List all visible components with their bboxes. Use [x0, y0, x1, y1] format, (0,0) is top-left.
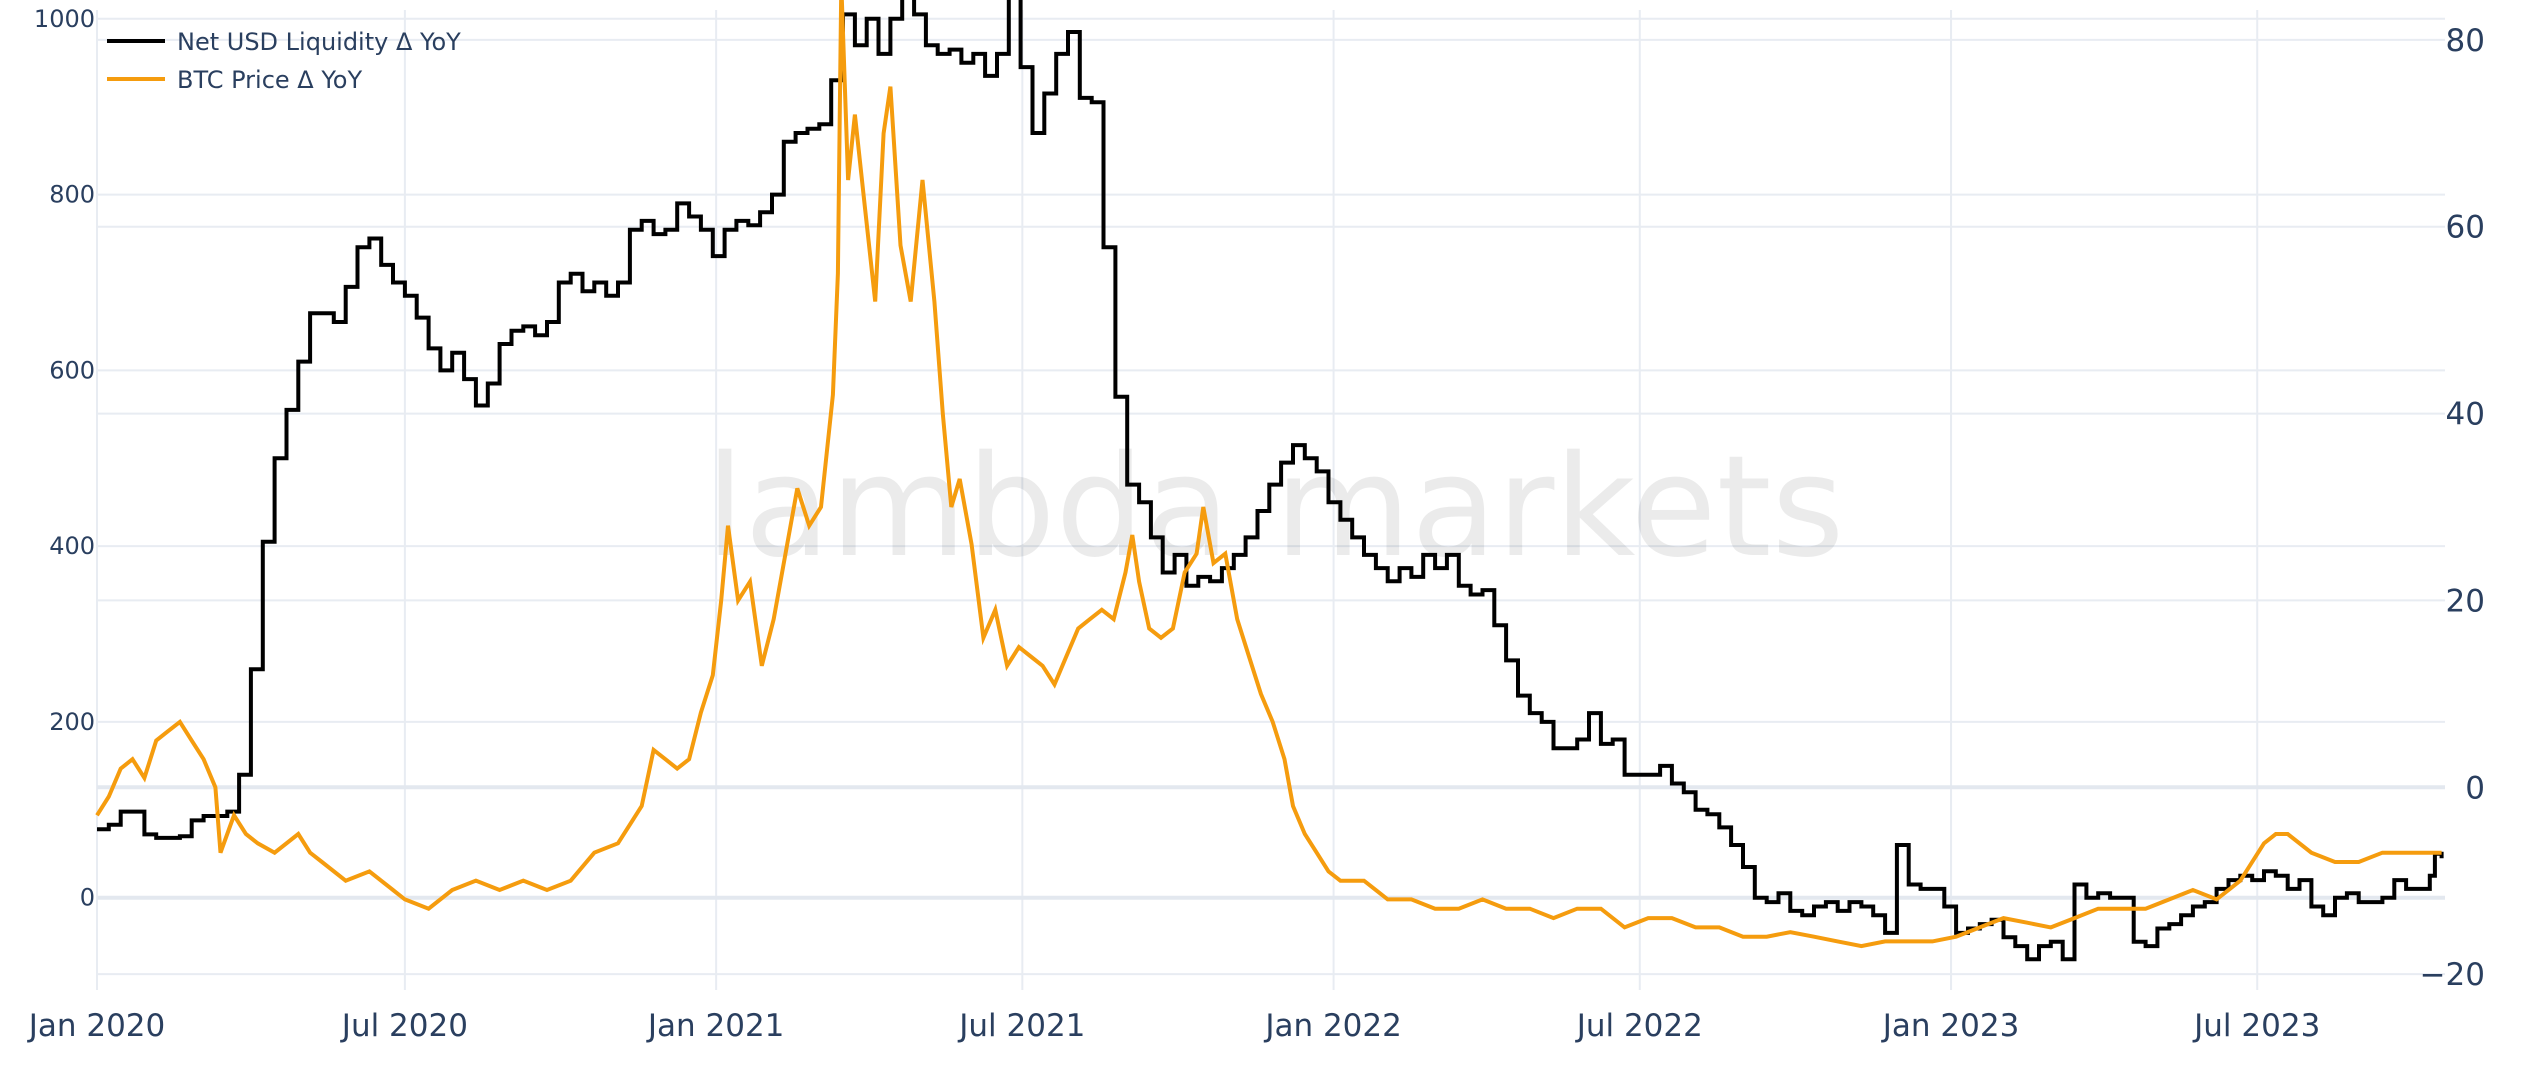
y-right-tick-label: 60	[2446, 210, 2485, 246]
y-right-tick-label: −20	[2420, 957, 2485, 993]
legend-label-net-liquidity: Net USD Liquidity Δ YoY	[177, 28, 461, 56]
y-right-tick-label: 80	[2446, 23, 2485, 59]
y-right-tick-label: 40	[2446, 397, 2485, 433]
y-left-tick-label: 800	[49, 181, 95, 209]
x-tick-label: Jul 2022	[1575, 1008, 1703, 1044]
x-tick-label: Jan 2022	[1263, 1008, 1402, 1044]
series-line-btc-price	[95, 0, 2442, 949]
x-tick-label: Jul 2020	[340, 1008, 468, 1044]
x-tick-label: Jan 2020	[27, 1008, 166, 1044]
x-tick-label: Jul 2021	[957, 1008, 1085, 1044]
axes: Jan 2020 Jul 2020 Jan 2021 Jul 2021 Jan 2022…	[27, 5, 2485, 1044]
legend: Net USD Liquidity Δ YoY BTC Price Δ YoY	[107, 28, 461, 94]
watermark: lambda markets	[706, 426, 1845, 589]
y-left-tick-label: 200	[49, 708, 95, 736]
series-layer	[95, 0, 2444, 962]
grid	[96, 10, 2445, 990]
y-left-tick-label: 0	[80, 884, 95, 912]
y-right-tick-label: 0	[2465, 770, 2485, 806]
y-left-tick-label: 600	[49, 356, 95, 384]
y-right-tick-label: 20	[2446, 583, 2485, 619]
legend-label-btc-price: BTC Price Δ YoY	[177, 66, 362, 94]
y-left-tick-label: 400	[49, 532, 95, 560]
x-tick-label: Jul 2023	[2192, 1008, 2320, 1044]
y-left-tick-label: 1000	[34, 5, 95, 33]
series-line-net-liquidity	[97, 0, 2444, 962]
x-tick-label: Jan 2023	[1881, 1008, 2020, 1044]
x-tick-label: Jan 2021	[646, 1008, 785, 1044]
